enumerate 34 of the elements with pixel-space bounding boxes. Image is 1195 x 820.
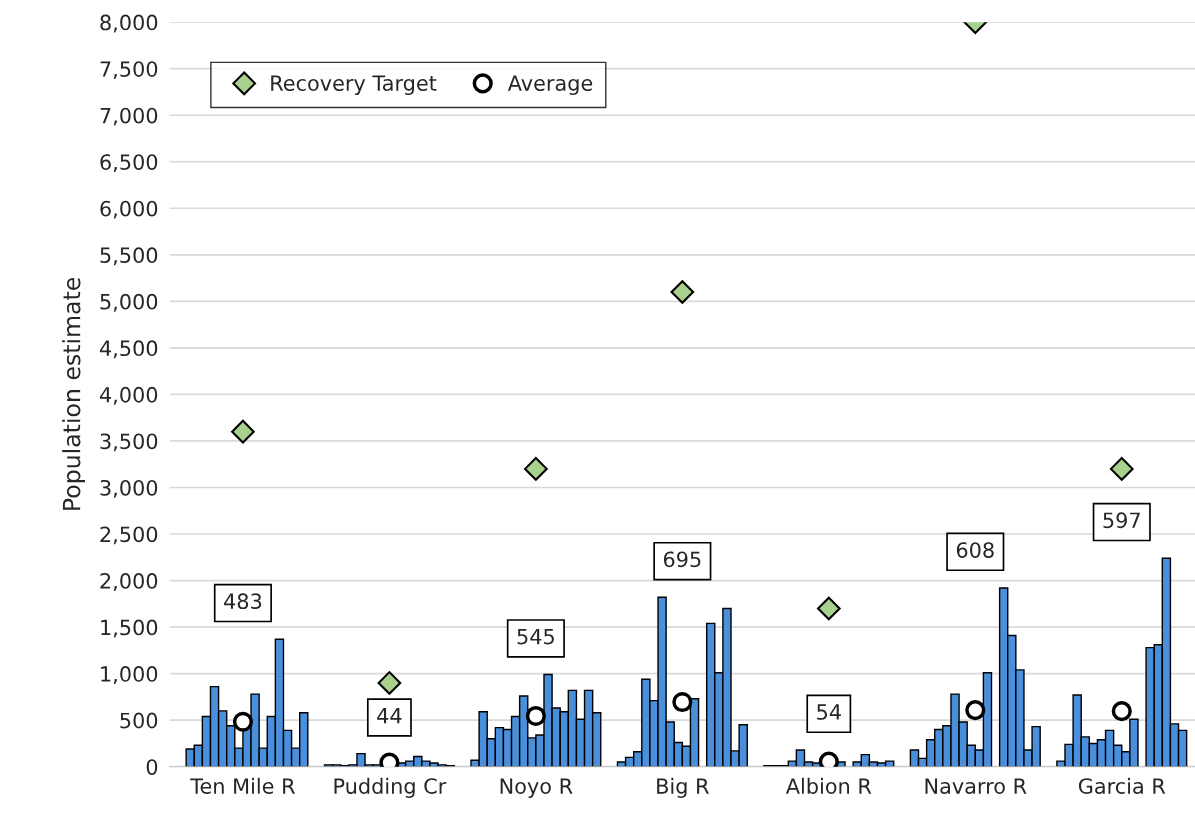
legend-label: Recovery Target — [271, 75, 437, 95]
x-tick-label: Albion R — [785, 777, 872, 794]
x-tick-label: Pudding Cr — [334, 777, 447, 798]
y-tick-label: 0 — [146, 759, 158, 775]
legend-label: Average — [507, 75, 593, 95]
y-tick-label: 3,500 — [100, 433, 158, 452]
y-tick-label: 1,500 — [101, 619, 158, 638]
annotation: 483 — [224, 593, 262, 610]
annotation: 545 — [517, 628, 554, 645]
y-tick-label: 2,500 — [100, 526, 158, 545]
y-tick-label: 7,500 — [100, 61, 158, 80]
y-tick-label: 5,000 — [100, 293, 158, 312]
x-tick-label: Noyo R — [500, 778, 573, 798]
annotation: 54 — [817, 704, 841, 720]
y-tick-label: 3,000 — [100, 479, 158, 498]
y-tick-label: 5,500 — [100, 247, 158, 266]
y-tick-label: 8,000 — [100, 14, 158, 33]
annotation: 695 — [663, 551, 701, 568]
y-tick-label: 4,500 — [99, 340, 158, 359]
y-tick-label: 500 — [120, 712, 158, 729]
annotation: 597 — [1103, 512, 1140, 529]
y-axis-title: Population estimate — [62, 277, 86, 510]
y-tick-label: 4,000 — [99, 386, 158, 405]
y-tick-label: 7,000 — [100, 107, 158, 126]
y-tick-label: 2,000 — [100, 573, 158, 591]
y-tick-label: 6,000 — [100, 200, 158, 219]
x-tick-label: Ten Mile R — [190, 777, 295, 794]
y-tick-label: 6,500 — [100, 154, 158, 173]
annotation: 44 — [377, 708, 402, 724]
x-tick-label: Big R — [657, 777, 709, 798]
annotation: 608 — [956, 542, 994, 558]
x-tick-label: Garcia R — [1078, 777, 1166, 794]
y-tick-label: 1,000 — [101, 666, 158, 684]
x-tick-label: Navarro R — [925, 778, 1027, 794]
